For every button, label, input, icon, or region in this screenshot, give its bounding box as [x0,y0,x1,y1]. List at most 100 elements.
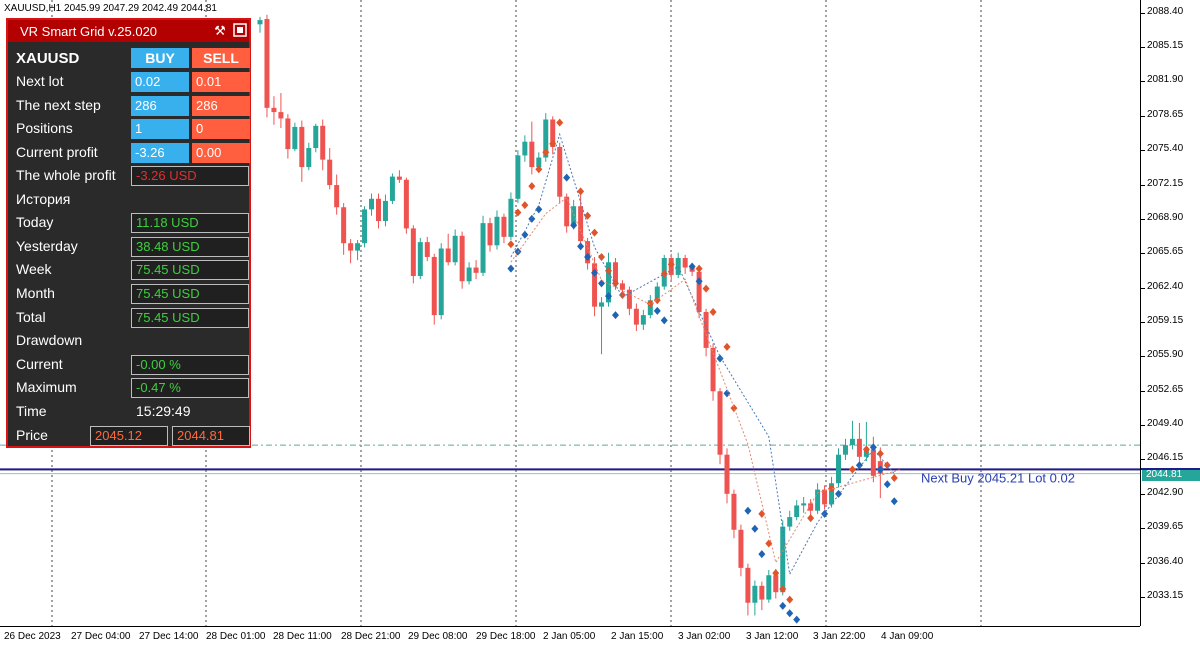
buy-order-arrow [890,497,898,506]
time-axis-label: 28 Dec 01:00 [206,631,266,642]
sell-order-arrow [883,461,891,470]
candle-body [264,19,270,108]
sell-order-arrow [758,509,766,518]
candle-body [320,125,326,160]
history-label: История [16,191,71,207]
candle-body [466,267,472,282]
price-axis-label: 2065.65 [1147,246,1184,258]
price-axis-tick [1141,390,1145,392]
buy-order-arrow [570,221,578,230]
price-sell-value: 2044.81 [172,426,250,446]
sell-order-arrow [807,514,815,523]
candle-body [362,209,368,244]
sell-order-arrow [876,449,884,458]
buy-order-arrow [688,262,696,271]
candle-body [494,216,500,246]
candle-body [856,438,862,457]
time-axis-label: 26 Dec 2023 [4,631,61,642]
price-axis-tick [1141,321,1145,323]
price-buy-value: 2045.12 [90,426,168,446]
sell-order-arrow [848,465,856,474]
candle-body [682,258,688,268]
time-axis-label: 2 Jan 05:00 [543,631,596,642]
drawdown-label: Drawdown [16,332,83,348]
whole-profit-value: -3.26 USD [131,166,249,186]
buy-header-button[interactable]: BUY [131,48,189,68]
sell-order-arrow [605,266,612,275]
candle-body [647,300,653,316]
price-axis-tick [1141,47,1145,49]
sell-order-arrow [772,569,780,578]
candle-body [710,347,716,392]
candle-body [355,243,361,251]
time-axis-label: 27 Dec 14:00 [139,631,199,642]
buy-order-arrow [605,292,612,301]
chart-header: XAUUSD,H1 2045.99 2047.29 2042.49 2044.8… [4,3,217,14]
candle-body [801,503,807,506]
candle-body [808,503,814,511]
sell-order-arrow [507,240,515,249]
candle-body [564,196,570,227]
candle-body [536,157,542,168]
yesterday-label: Yesterday [16,238,78,254]
price-axis-label: 2081.90 [1147,74,1184,86]
sell-order-arrow [598,252,606,261]
sell-order-arrow [556,118,564,127]
vr-smart-grid-panel[interactable]: VR Smart Grid v.25.020 ⚒ XAUUSD BUY SELL… [6,18,251,448]
hammer-wrench-icon[interactable]: ⚒ [214,23,226,38]
month-value: 75.45 USD [131,284,249,304]
price-axis-tick [1141,12,1145,14]
positions-sell: 0 [192,119,250,139]
candle-body [473,267,479,273]
sell-order-arrow [667,260,675,269]
price-chart[interactable]: Next Buy 2045.21 Lot 0.02 [0,0,1140,626]
candle-body [410,228,416,276]
price-axis[interactable]: 2088.40 2085.15 2081.90 2078.65 2075.40 2072.… [1140,0,1200,626]
candle-body [501,216,507,237]
minimize-icon[interactable] [232,23,248,39]
price-axis-label: 2049.40 [1147,418,1184,430]
candle-body [529,141,535,168]
price-axis-tick [1141,425,1145,427]
candle-body [480,223,486,273]
next-lot-buy: 0.02 [131,72,189,92]
buy-order-arrow [584,252,592,261]
time-label: Time [16,403,47,419]
sell-order-arrow [702,284,710,293]
time-axis[interactable]: 26 Dec 2023 27 Dec 04:00 27 Dec 14:00 28 De… [0,626,1140,649]
candle-body [445,248,451,263]
candle-body [870,449,876,476]
sell-order-arrow [521,201,529,210]
candle-body [585,241,591,264]
candle-body [396,176,402,180]
price-axis-label: 2085.15 [1147,40,1184,52]
candle-body [571,206,577,227]
candle-body [382,200,388,222]
month-label: Month [16,285,55,301]
candle-body [459,235,465,282]
positions-buy: 1 [131,119,189,139]
time-axis-label: 4 Jan 09:00 [881,631,934,642]
candle-body [369,198,375,210]
next-step-buy: 286 [131,96,189,116]
price-label: Price [16,427,48,443]
next-lot-label: Next lot [16,73,64,89]
next-lot-sell: 0.01 [192,72,250,92]
price-axis-label: 2068.90 [1147,211,1184,223]
price-axis-tick [1141,528,1145,530]
dd-maximum-value: -0.47 % [131,378,249,398]
candle-body [306,148,312,168]
today-label: Today [16,214,54,230]
candle-body [313,125,319,149]
time-axis-label: 3 Jan 02:00 [678,631,731,642]
sell-header-button[interactable]: SELL [192,48,250,68]
buy-order-arrow [611,311,619,320]
candle-body [348,243,354,251]
candle-body [759,585,765,600]
candle-body [745,567,751,603]
chart-area[interactable]: Next Buy 2045.21 Lot 0.02 [0,0,1140,626]
panel-title-bar[interactable]: VR Smart Grid v.25.020 ⚒ [8,20,249,42]
price-axis-label: 2039.65 [1147,521,1184,533]
candle-body [626,289,632,309]
price-axis-label: 2042.90 [1147,486,1184,498]
